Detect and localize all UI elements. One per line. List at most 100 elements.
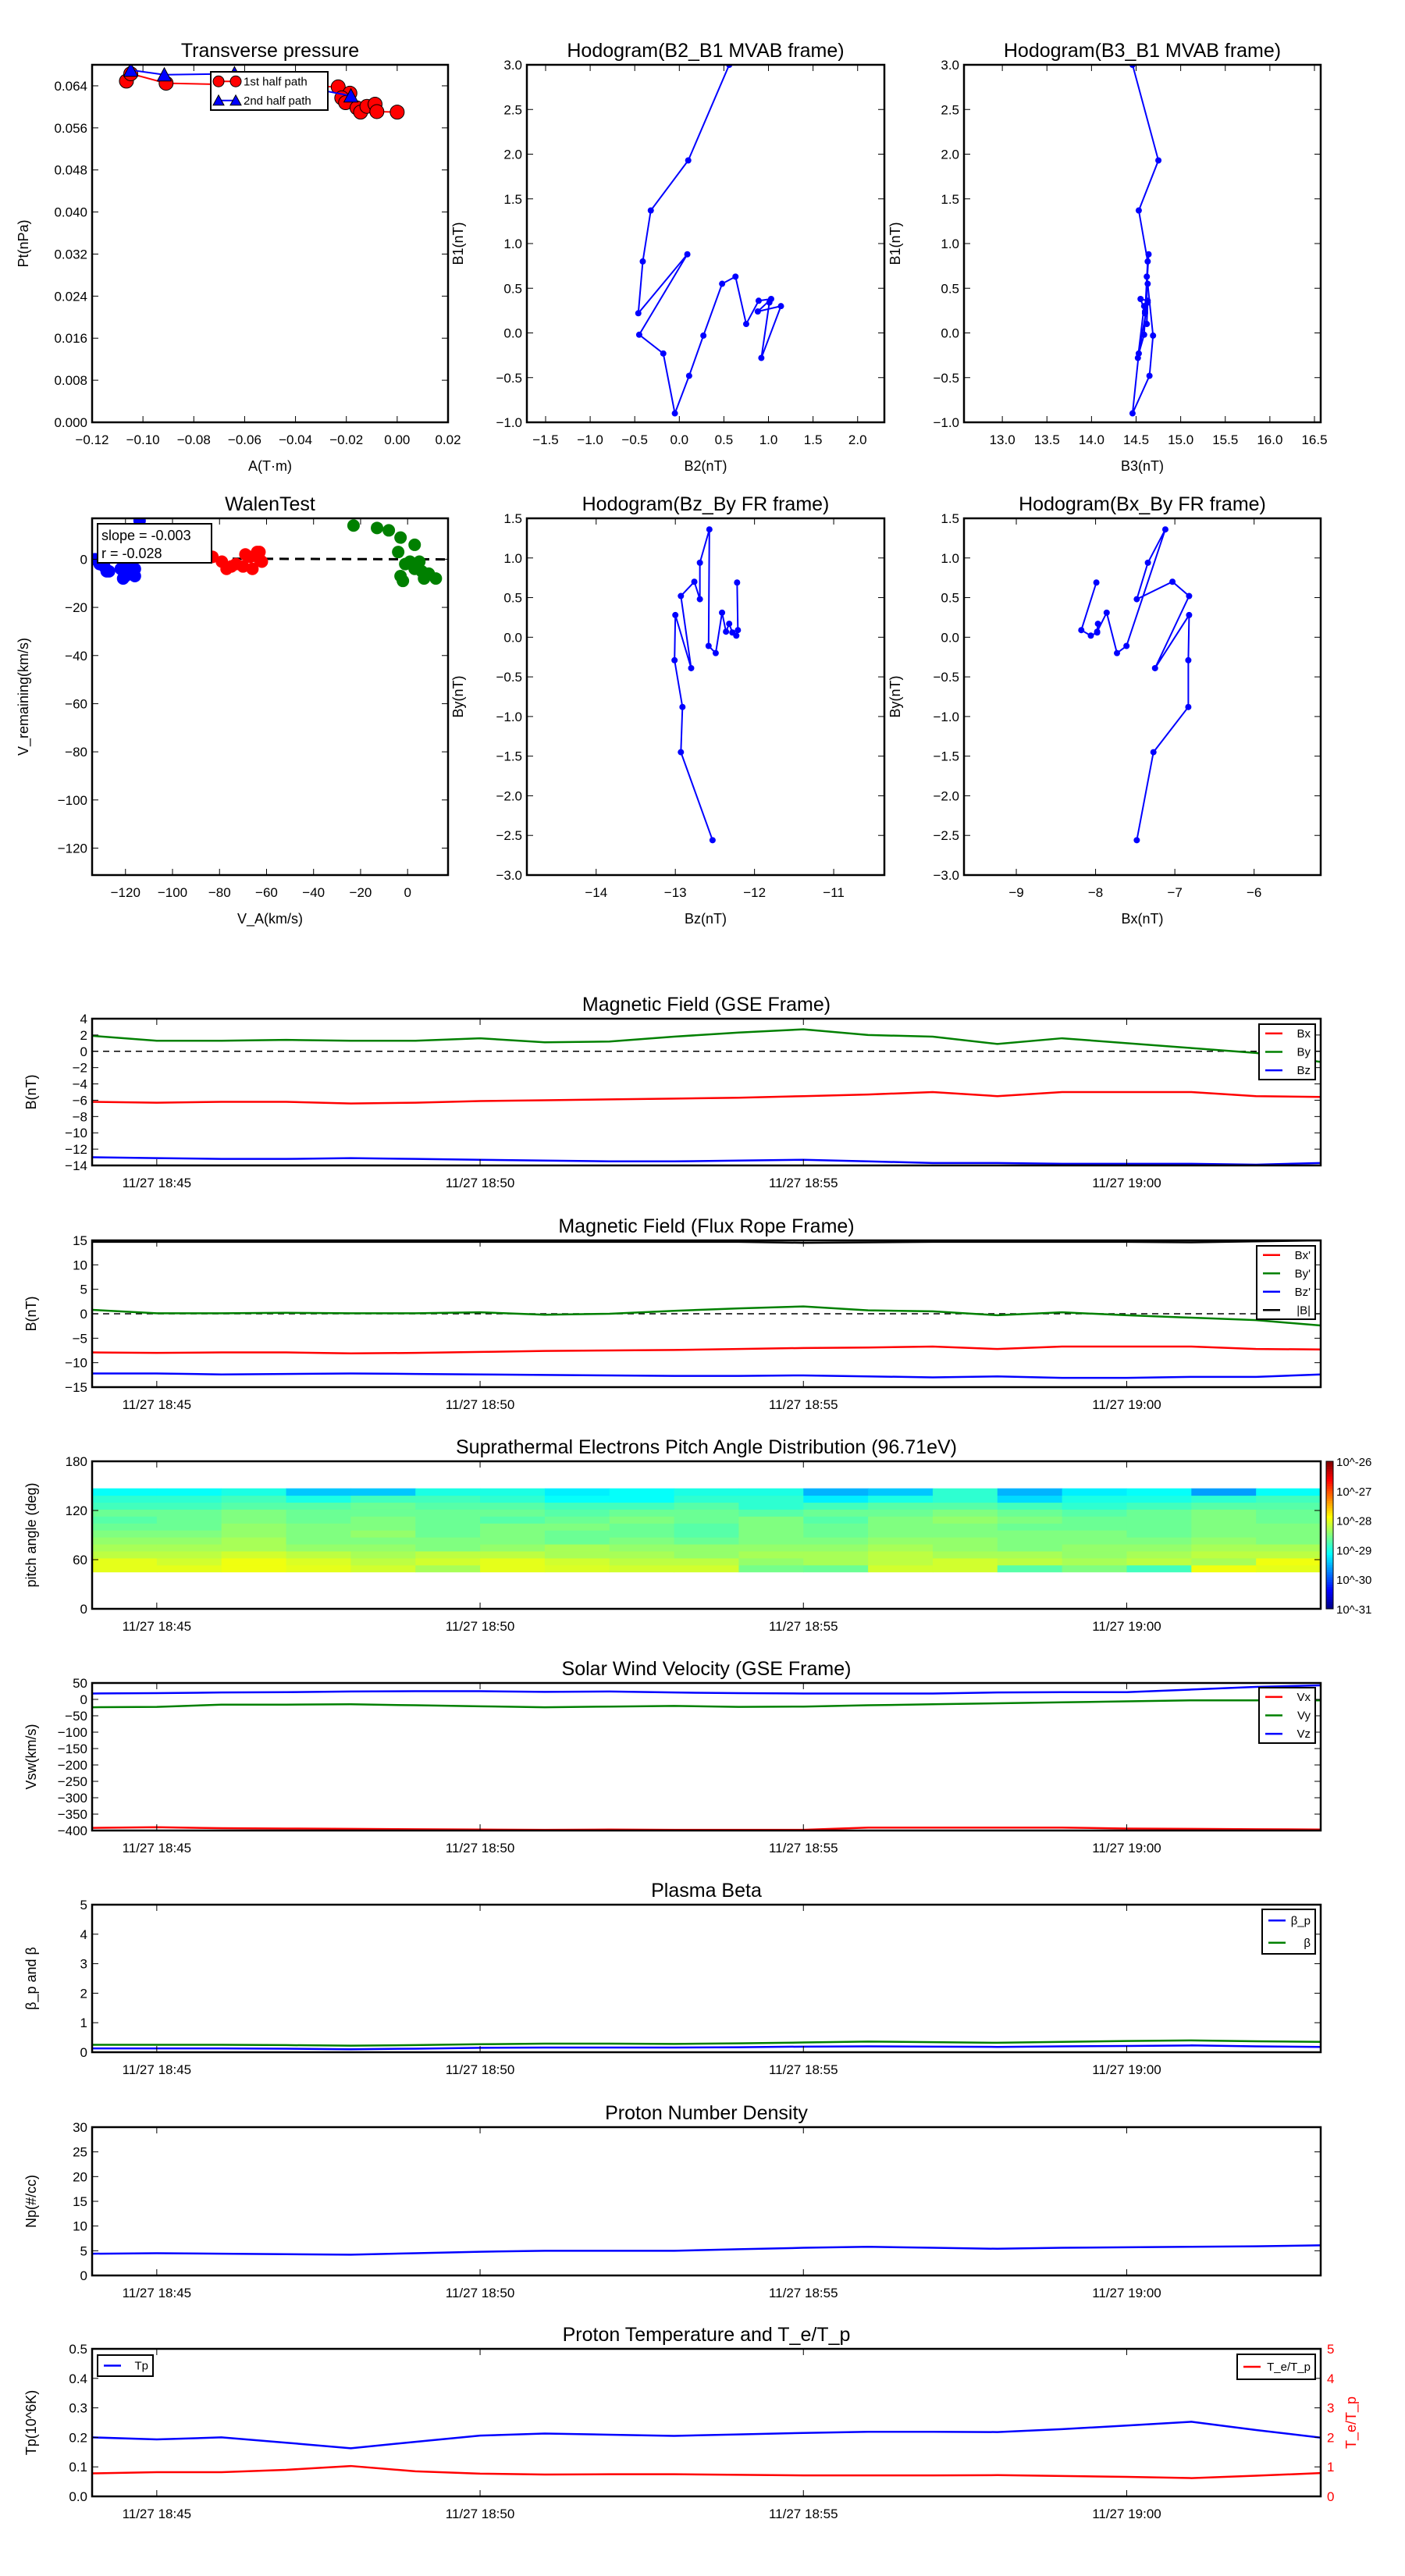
heatmap-cell xyxy=(92,1550,158,1559)
y-tick-label: 1.5 xyxy=(503,511,522,526)
plot-area xyxy=(92,1240,1321,1379)
x-tick-label: 15.0 xyxy=(1168,432,1193,447)
heatmap-cell xyxy=(997,1502,1063,1510)
heatmap-cell xyxy=(286,1488,351,1496)
legend-item: Tp xyxy=(104,2360,148,2373)
heatmap-cell xyxy=(1256,1537,1321,1545)
heatmap-cell xyxy=(609,1530,675,1538)
y-tick-label: −200 xyxy=(58,1758,87,1773)
heatmap-cell xyxy=(609,1502,675,1510)
heatmap-cell xyxy=(868,1537,934,1545)
heatmap-cell xyxy=(544,1550,610,1559)
heatmap-cell xyxy=(738,1564,804,1573)
heatmap-cell xyxy=(221,1502,287,1510)
y-axis-label: pitch angle (deg) xyxy=(23,1482,39,1587)
chart-title: Proton Temperature and T_e/T_p xyxy=(563,2324,851,2346)
x-tick-label: −12 xyxy=(743,885,766,900)
data-point xyxy=(429,572,443,585)
colorbar-segment xyxy=(1326,1496,1333,1499)
chart-title: WalenTest xyxy=(225,493,315,515)
data-point xyxy=(123,65,139,77)
heatmap-cell xyxy=(1256,1544,1321,1552)
y-tick-label: −250 xyxy=(58,1774,87,1789)
x-tick-label: 11/27 18:55 xyxy=(769,1841,838,1856)
legend-label: Bx xyxy=(1297,1027,1311,1041)
heatmap-cell xyxy=(674,1550,739,1559)
heatmap-cell xyxy=(932,1557,998,1566)
x-axis-label: V_A(km/s) xyxy=(237,911,303,927)
heatmap-cell xyxy=(1126,1509,1192,1517)
plot-area xyxy=(671,526,742,844)
data-point xyxy=(766,299,773,306)
ticks: 11/27 18:45 11/27 18:50 11/27 18:55 11/27 1… xyxy=(73,2120,1321,2300)
axes-frame xyxy=(91,1903,1322,2054)
heatmap-cell xyxy=(803,1564,869,1573)
x-tick-label: 11/27 18:45 xyxy=(123,1176,192,1190)
heatmap-cell xyxy=(738,1537,804,1545)
x-tick-label: 11/27 18:50 xyxy=(446,2507,515,2521)
data-point xyxy=(1144,280,1151,287)
colorbar: 10^-31 10^-30 10^-29 10^-28 10^-27 10^-26 xyxy=(1325,1456,1371,1617)
y-tick-label: −4 xyxy=(73,1077,87,1092)
legend-label: β xyxy=(1304,1937,1311,1950)
panel-h4: −9 −8 −7 −6 −3.0 −2.5 −2.0 −1.5 −1.0 −0.5 0.0 0.5 1.… xyxy=(887,493,1322,927)
x-axis-label: B2(nT) xyxy=(684,458,727,474)
heatmap-cell xyxy=(932,1509,998,1517)
x-tick-label: 11/27 18:50 xyxy=(446,2286,515,2300)
heatmap-cell xyxy=(674,1488,739,1496)
ticks: 11/27 18:45 11/27 18:50 11/27 18:55 11/27 1… xyxy=(80,1898,1321,2077)
heatmap-cell xyxy=(738,1516,804,1524)
data-point xyxy=(1185,656,1192,664)
x-tick-label: 0 xyxy=(404,885,411,900)
y-tick-label: −3.0 xyxy=(496,868,522,883)
series-line xyxy=(92,1684,1321,1695)
heatmap-cell xyxy=(803,1550,869,1559)
data-point xyxy=(1123,642,1130,649)
colorbar-segment xyxy=(1326,1537,1333,1541)
heatmap-cell xyxy=(156,1544,222,1552)
heatmap-cell xyxy=(350,1557,416,1566)
series-line xyxy=(1131,65,1160,414)
data-point xyxy=(1169,578,1176,585)
data-point xyxy=(1150,749,1157,756)
heatmap-cell xyxy=(544,1537,610,1545)
colorbar-segment xyxy=(1326,1550,1333,1553)
colorbar-segment xyxy=(1326,1562,1333,1565)
heatmap-cell xyxy=(544,1523,610,1531)
y-axis-label: By(nT) xyxy=(887,676,903,718)
data-point xyxy=(1078,627,1085,634)
legend-label: |B| xyxy=(1297,1304,1311,1317)
panel-gse: 11/27 18:45 11/27 18:50 11/27 18:55 11/27 1… xyxy=(23,994,1322,1190)
heatmap-cell xyxy=(156,1509,222,1517)
heatmap-cell xyxy=(803,1495,869,1503)
heatmap-cell xyxy=(221,1550,287,1559)
heatmap-cell xyxy=(803,1502,869,1510)
legend-label: T_e/T_p xyxy=(1267,2361,1311,2374)
x-tick-label: 11/27 18:55 xyxy=(769,2286,838,2300)
heatmap-cell xyxy=(1126,1544,1192,1552)
y-tick-label: 1.0 xyxy=(503,237,522,251)
heatmap-cell xyxy=(156,1537,222,1545)
heatmap-cell xyxy=(868,1488,934,1496)
heatmap-cell xyxy=(1256,1530,1321,1538)
y-tick-label: 0.0 xyxy=(941,326,959,341)
data-point xyxy=(1087,632,1094,639)
x-tick-label: −11 xyxy=(823,885,845,900)
y-tick-label: −2.0 xyxy=(933,788,959,803)
y2-tick-label: 0 xyxy=(1327,2489,1334,2504)
ticks: 11/27 18:45 11/27 18:50 11/27 18:55 11/27 1… xyxy=(58,1676,1321,1856)
series-line xyxy=(92,2464,1321,2479)
series-bxby xyxy=(1078,526,1193,844)
heatmap-cell xyxy=(544,1530,610,1538)
heatmap-cell xyxy=(868,1544,934,1552)
heatmap-cell xyxy=(674,1516,739,1524)
colorbar-segment xyxy=(1326,1545,1333,1548)
legend-right: T_e/T_p xyxy=(1236,2354,1316,2380)
heatmap-cell xyxy=(1126,1516,1192,1524)
legend: β_p β xyxy=(1261,1909,1316,1955)
data-point xyxy=(246,562,259,575)
x-tick-label: 11/27 18:55 xyxy=(769,1397,838,1412)
heatmap-cell xyxy=(1191,1550,1257,1559)
legend-item: 2nd half path xyxy=(212,94,311,108)
legend-label: By' xyxy=(1295,1267,1311,1280)
